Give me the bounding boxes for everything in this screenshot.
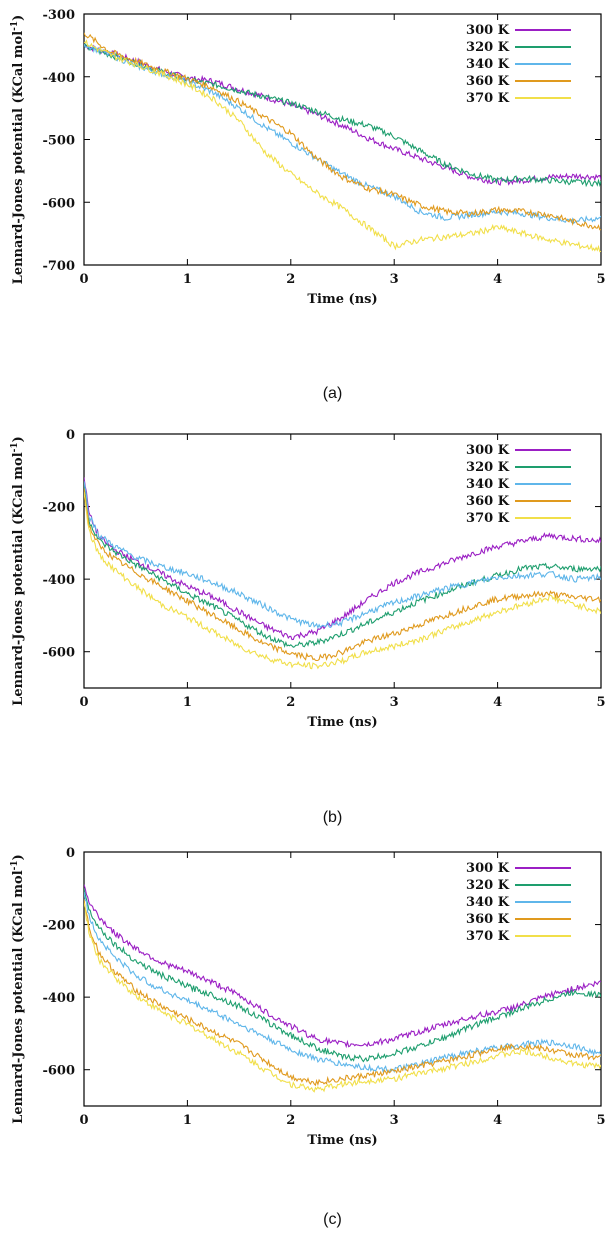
y-tick-label: -600 [42, 1064, 75, 1079]
legend-label: 340 K [466, 895, 510, 910]
y-tick-label: 0 [66, 428, 75, 443]
x-tick-label: 1 [183, 1113, 192, 1128]
x-tick-label: 3 [390, 272, 399, 287]
y-tick-label: -400 [42, 71, 75, 86]
series-line-320k [84, 484, 601, 649]
x-tick-label: 4 [493, 1113, 502, 1128]
series-line-300k [84, 477, 601, 641]
series-line-360k [84, 488, 601, 662]
legend-label: 360 K [466, 74, 510, 89]
x-tick-label: 5 [596, 1113, 605, 1128]
series-line-360k [84, 32, 601, 231]
x-tick-label: 3 [390, 695, 399, 710]
plot-frame [83, 851, 602, 1107]
y-tick-label: -600 [42, 196, 75, 211]
y-tick-label: -500 [42, 134, 75, 149]
y-tick-label: -200 [42, 919, 75, 934]
panel-caption: (a) [323, 385, 343, 402]
legend-label: 370 K [466, 929, 510, 944]
series-line-320k [84, 43, 601, 188]
x-tick-label: 1 [183, 272, 192, 287]
y-tick-label: -400 [42, 573, 75, 588]
x-tick-label: 3 [390, 1113, 399, 1128]
legend-label: 370 K [466, 511, 510, 526]
panel-caption: (c) [323, 1211, 342, 1228]
y-tick-label: -200 [42, 501, 75, 516]
x-tick-label: 4 [493, 695, 502, 710]
plot-frame [83, 13, 602, 266]
y-tick-label: -600 [42, 646, 75, 661]
series-line-370k [84, 902, 601, 1093]
y-axis-label: Lennard-Jones potential (KCal mol-1) [10, 854, 26, 1124]
series-line-370k [84, 492, 601, 670]
x-tick-label: 2 [286, 695, 295, 710]
y-tick-label: 0 [66, 846, 75, 861]
chart-panel-0: 0 1 2 3 4 5 -300 -400 -500 -600 -700 Time (ns) Lenna… [10, 8, 606, 402]
legend-label: 300 K [466, 443, 510, 458]
legend-label: 370 K [466, 91, 510, 106]
y-tick-label: -700 [42, 259, 75, 274]
legend-label: 340 K [466, 477, 510, 492]
legend-label: 360 K [466, 912, 510, 927]
y-axis-label: Lennard-Jones potential (KCal mol-1) [10, 436, 26, 706]
panel-caption: (b) [323, 809, 343, 826]
x-tick-label: 0 [79, 695, 88, 710]
series-line-340k [84, 891, 601, 1074]
legend-label: 360 K [466, 494, 510, 509]
series-line-340k [84, 481, 601, 630]
x-tick-label: 1 [183, 695, 192, 710]
x-tick-label: 2 [286, 272, 295, 287]
legend-label: 320 K [466, 460, 510, 475]
x-axis-label: Time (ns) [307, 1133, 377, 1148]
legend-label: 340 K [466, 57, 510, 72]
x-axis-label: Time (ns) [307, 292, 377, 307]
series-line-370k [84, 39, 601, 253]
x-tick-label: 5 [596, 272, 605, 287]
series-line-360k [84, 899, 601, 1087]
legend-label: 300 K [466, 861, 510, 876]
x-axis-label: Time (ns) [307, 715, 377, 730]
chart-panel-1: 0 1 2 3 4 5 0 -200 -400 -600 Time (ns) Lennard-Jone… [10, 428, 606, 826]
y-tick-label: -400 [42, 991, 75, 1006]
legend-label: 320 K [466, 40, 510, 55]
series-line-320k [84, 888, 601, 1063]
x-tick-label: 0 [79, 1113, 88, 1128]
x-tick-label: 0 [79, 272, 88, 287]
legend-label: 320 K [466, 878, 510, 893]
chart-panel-2: 0 1 2 3 4 5 0 -200 -400 -600 Time (ns) Lennard-Jone… [10, 846, 606, 1228]
x-tick-label: 2 [286, 1113, 295, 1128]
x-tick-label: 5 [596, 695, 605, 710]
plot-frame [83, 433, 602, 689]
y-axis-label: Lennard-Jones potential (KCal mol-1) [10, 15, 26, 285]
series-line-300k [84, 884, 601, 1049]
y-tick-label: -300 [42, 8, 75, 23]
x-tick-label: 4 [493, 272, 502, 287]
legend-label: 300 K [466, 23, 510, 38]
